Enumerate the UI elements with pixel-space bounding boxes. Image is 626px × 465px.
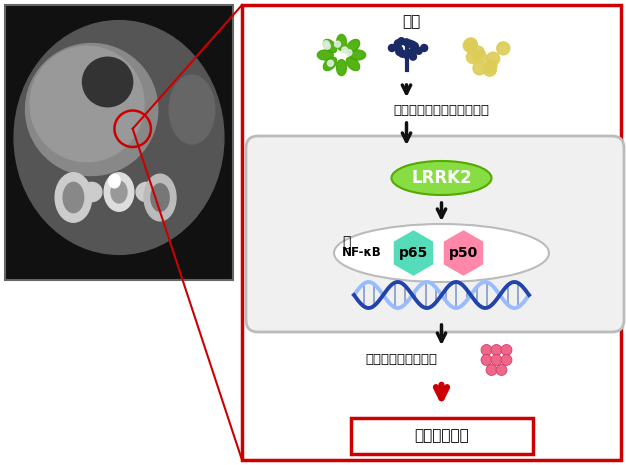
FancyBboxPatch shape — [351, 418, 533, 454]
Text: 核: 核 — [342, 235, 351, 249]
Ellipse shape — [324, 40, 337, 53]
Ellipse shape — [81, 182, 102, 202]
Circle shape — [466, 51, 480, 64]
Circle shape — [484, 60, 497, 73]
Text: 炎症性サイトカイン: 炎症性サイトカイン — [366, 353, 438, 366]
Circle shape — [406, 40, 413, 47]
Circle shape — [411, 43, 418, 50]
FancyBboxPatch shape — [246, 136, 624, 332]
Circle shape — [501, 345, 512, 356]
Ellipse shape — [151, 184, 169, 211]
Ellipse shape — [63, 182, 84, 213]
Circle shape — [471, 46, 485, 59]
Ellipse shape — [55, 173, 91, 222]
Text: マクロファージ・樹状細胞: マクロファージ・樹状細胞 — [394, 104, 490, 117]
Text: p50: p50 — [449, 246, 478, 260]
Circle shape — [486, 52, 500, 65]
Circle shape — [323, 41, 329, 46]
Ellipse shape — [350, 50, 366, 60]
Circle shape — [501, 354, 512, 365]
Ellipse shape — [324, 57, 337, 71]
Circle shape — [396, 46, 403, 53]
Circle shape — [491, 354, 502, 365]
Ellipse shape — [26, 44, 158, 175]
Circle shape — [481, 354, 492, 365]
Ellipse shape — [109, 174, 120, 188]
Text: 重症急性膚炎: 重症急性膚炎 — [414, 429, 469, 444]
Ellipse shape — [337, 34, 347, 50]
Circle shape — [481, 345, 492, 356]
Circle shape — [324, 43, 331, 49]
Ellipse shape — [104, 173, 134, 211]
Ellipse shape — [317, 50, 333, 60]
Circle shape — [394, 42, 401, 49]
Ellipse shape — [337, 60, 347, 76]
Circle shape — [396, 48, 403, 55]
Circle shape — [473, 62, 486, 75]
Ellipse shape — [334, 224, 549, 282]
Circle shape — [463, 39, 476, 52]
FancyBboxPatch shape — [5, 5, 233, 280]
FancyBboxPatch shape — [242, 5, 621, 460]
Circle shape — [491, 345, 502, 356]
Circle shape — [399, 50, 406, 57]
Circle shape — [496, 365, 507, 376]
Ellipse shape — [391, 161, 491, 195]
Circle shape — [497, 42, 510, 55]
Circle shape — [342, 47, 347, 53]
Text: 真菌: 真菌 — [403, 14, 421, 29]
Circle shape — [394, 40, 401, 47]
Ellipse shape — [346, 40, 359, 53]
Circle shape — [421, 45, 428, 52]
Circle shape — [409, 41, 416, 48]
Circle shape — [403, 39, 410, 46]
Circle shape — [389, 45, 396, 52]
Ellipse shape — [30, 46, 144, 162]
Circle shape — [409, 48, 416, 55]
Ellipse shape — [346, 57, 359, 71]
Ellipse shape — [144, 174, 176, 221]
Circle shape — [464, 38, 478, 51]
Circle shape — [346, 50, 352, 56]
Circle shape — [483, 63, 496, 76]
Circle shape — [334, 41, 341, 47]
Ellipse shape — [83, 57, 133, 107]
Polygon shape — [393, 229, 434, 277]
Circle shape — [409, 53, 416, 60]
Ellipse shape — [136, 182, 156, 202]
Ellipse shape — [111, 181, 127, 203]
Text: LRRK2: LRRK2 — [411, 169, 472, 187]
Circle shape — [398, 38, 405, 45]
Circle shape — [415, 47, 422, 54]
Text: p65: p65 — [399, 246, 428, 260]
Circle shape — [473, 50, 486, 63]
Circle shape — [403, 51, 410, 58]
Circle shape — [327, 60, 334, 66]
Ellipse shape — [14, 20, 224, 254]
Text: NF-κB: NF-κB — [342, 246, 381, 259]
Ellipse shape — [169, 75, 215, 144]
Polygon shape — [443, 229, 485, 277]
Circle shape — [486, 365, 497, 376]
